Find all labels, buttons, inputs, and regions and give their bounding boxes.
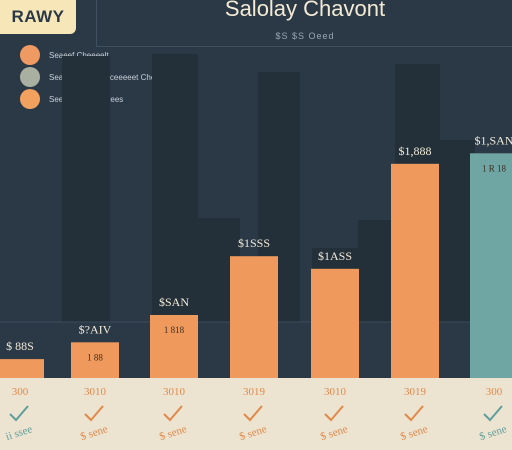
legend-label: Seaeef Cheeeelt — [49, 50, 109, 60]
legend-item: Seaeef Cheeeelt — [20, 44, 173, 66]
check-icon — [243, 405, 263, 422]
background-column — [152, 54, 198, 322]
legend-swatch-2 — [20, 67, 40, 87]
background-column — [62, 56, 110, 322]
bar — [391, 163, 439, 378]
background-column — [440, 140, 475, 322]
x-tick-label: 3019 — [404, 386, 427, 398]
check-icon — [163, 405, 183, 422]
bar — [311, 268, 359, 378]
check-icon — [324, 405, 344, 422]
background-column — [358, 220, 395, 322]
check-icon — [9, 405, 29, 422]
check-icon — [483, 405, 503, 422]
bar-inner-label: 1 R 18 — [482, 163, 507, 173]
legend-swatch-1 — [20, 45, 40, 65]
chart-title: Salolay Chavont — [224, 0, 386, 21]
logo-badge: RAWY — [0, 0, 76, 34]
bar — [150, 315, 198, 378]
bar-value-label: $1ASS — [318, 249, 352, 263]
chart-subtitle: $S $S Oeed — [275, 31, 335, 41]
bar — [0, 359, 44, 378]
legend-label: Seaeelf Ceceeel ceeeeet Cheeeelt — [49, 72, 173, 82]
bar-value-label: $1,888 — [399, 144, 432, 158]
bar-value-label: $1SSS — [238, 236, 270, 250]
x-tick-label: 3010 — [84, 386, 107, 398]
bar — [71, 342, 119, 378]
bar — [230, 256, 278, 378]
bar-inner-label: 1 818 — [164, 325, 185, 335]
x-tick-label: 300 — [12, 386, 29, 398]
bar-value-label: $?AIV — [79, 322, 112, 336]
x-tick-label: 300 — [486, 386, 503, 398]
bar — [470, 153, 512, 378]
legend-item: Seaeelf Ceceeel ceeeeet Cheeeelt — [20, 66, 173, 88]
check-icon — [404, 405, 424, 422]
x-tick-label: 3019 — [243, 386, 266, 398]
bar-value-label: $SAN — [159, 295, 189, 309]
title-panel: Salolay Chavont $S $S Oeed — [96, 0, 512, 47]
legend-swatch-3 — [20, 89, 40, 109]
bar-inner-label: 1 88 — [87, 352, 103, 362]
bar-value-label: $ 88S — [6, 339, 34, 353]
check-icon — [84, 405, 104, 422]
bar-value-label: $1,SAN — [474, 133, 512, 147]
logo-text: RAWY — [11, 7, 65, 26]
x-tick-label: 3010 — [163, 386, 186, 398]
x-tick-label: 3010 — [324, 386, 347, 398]
